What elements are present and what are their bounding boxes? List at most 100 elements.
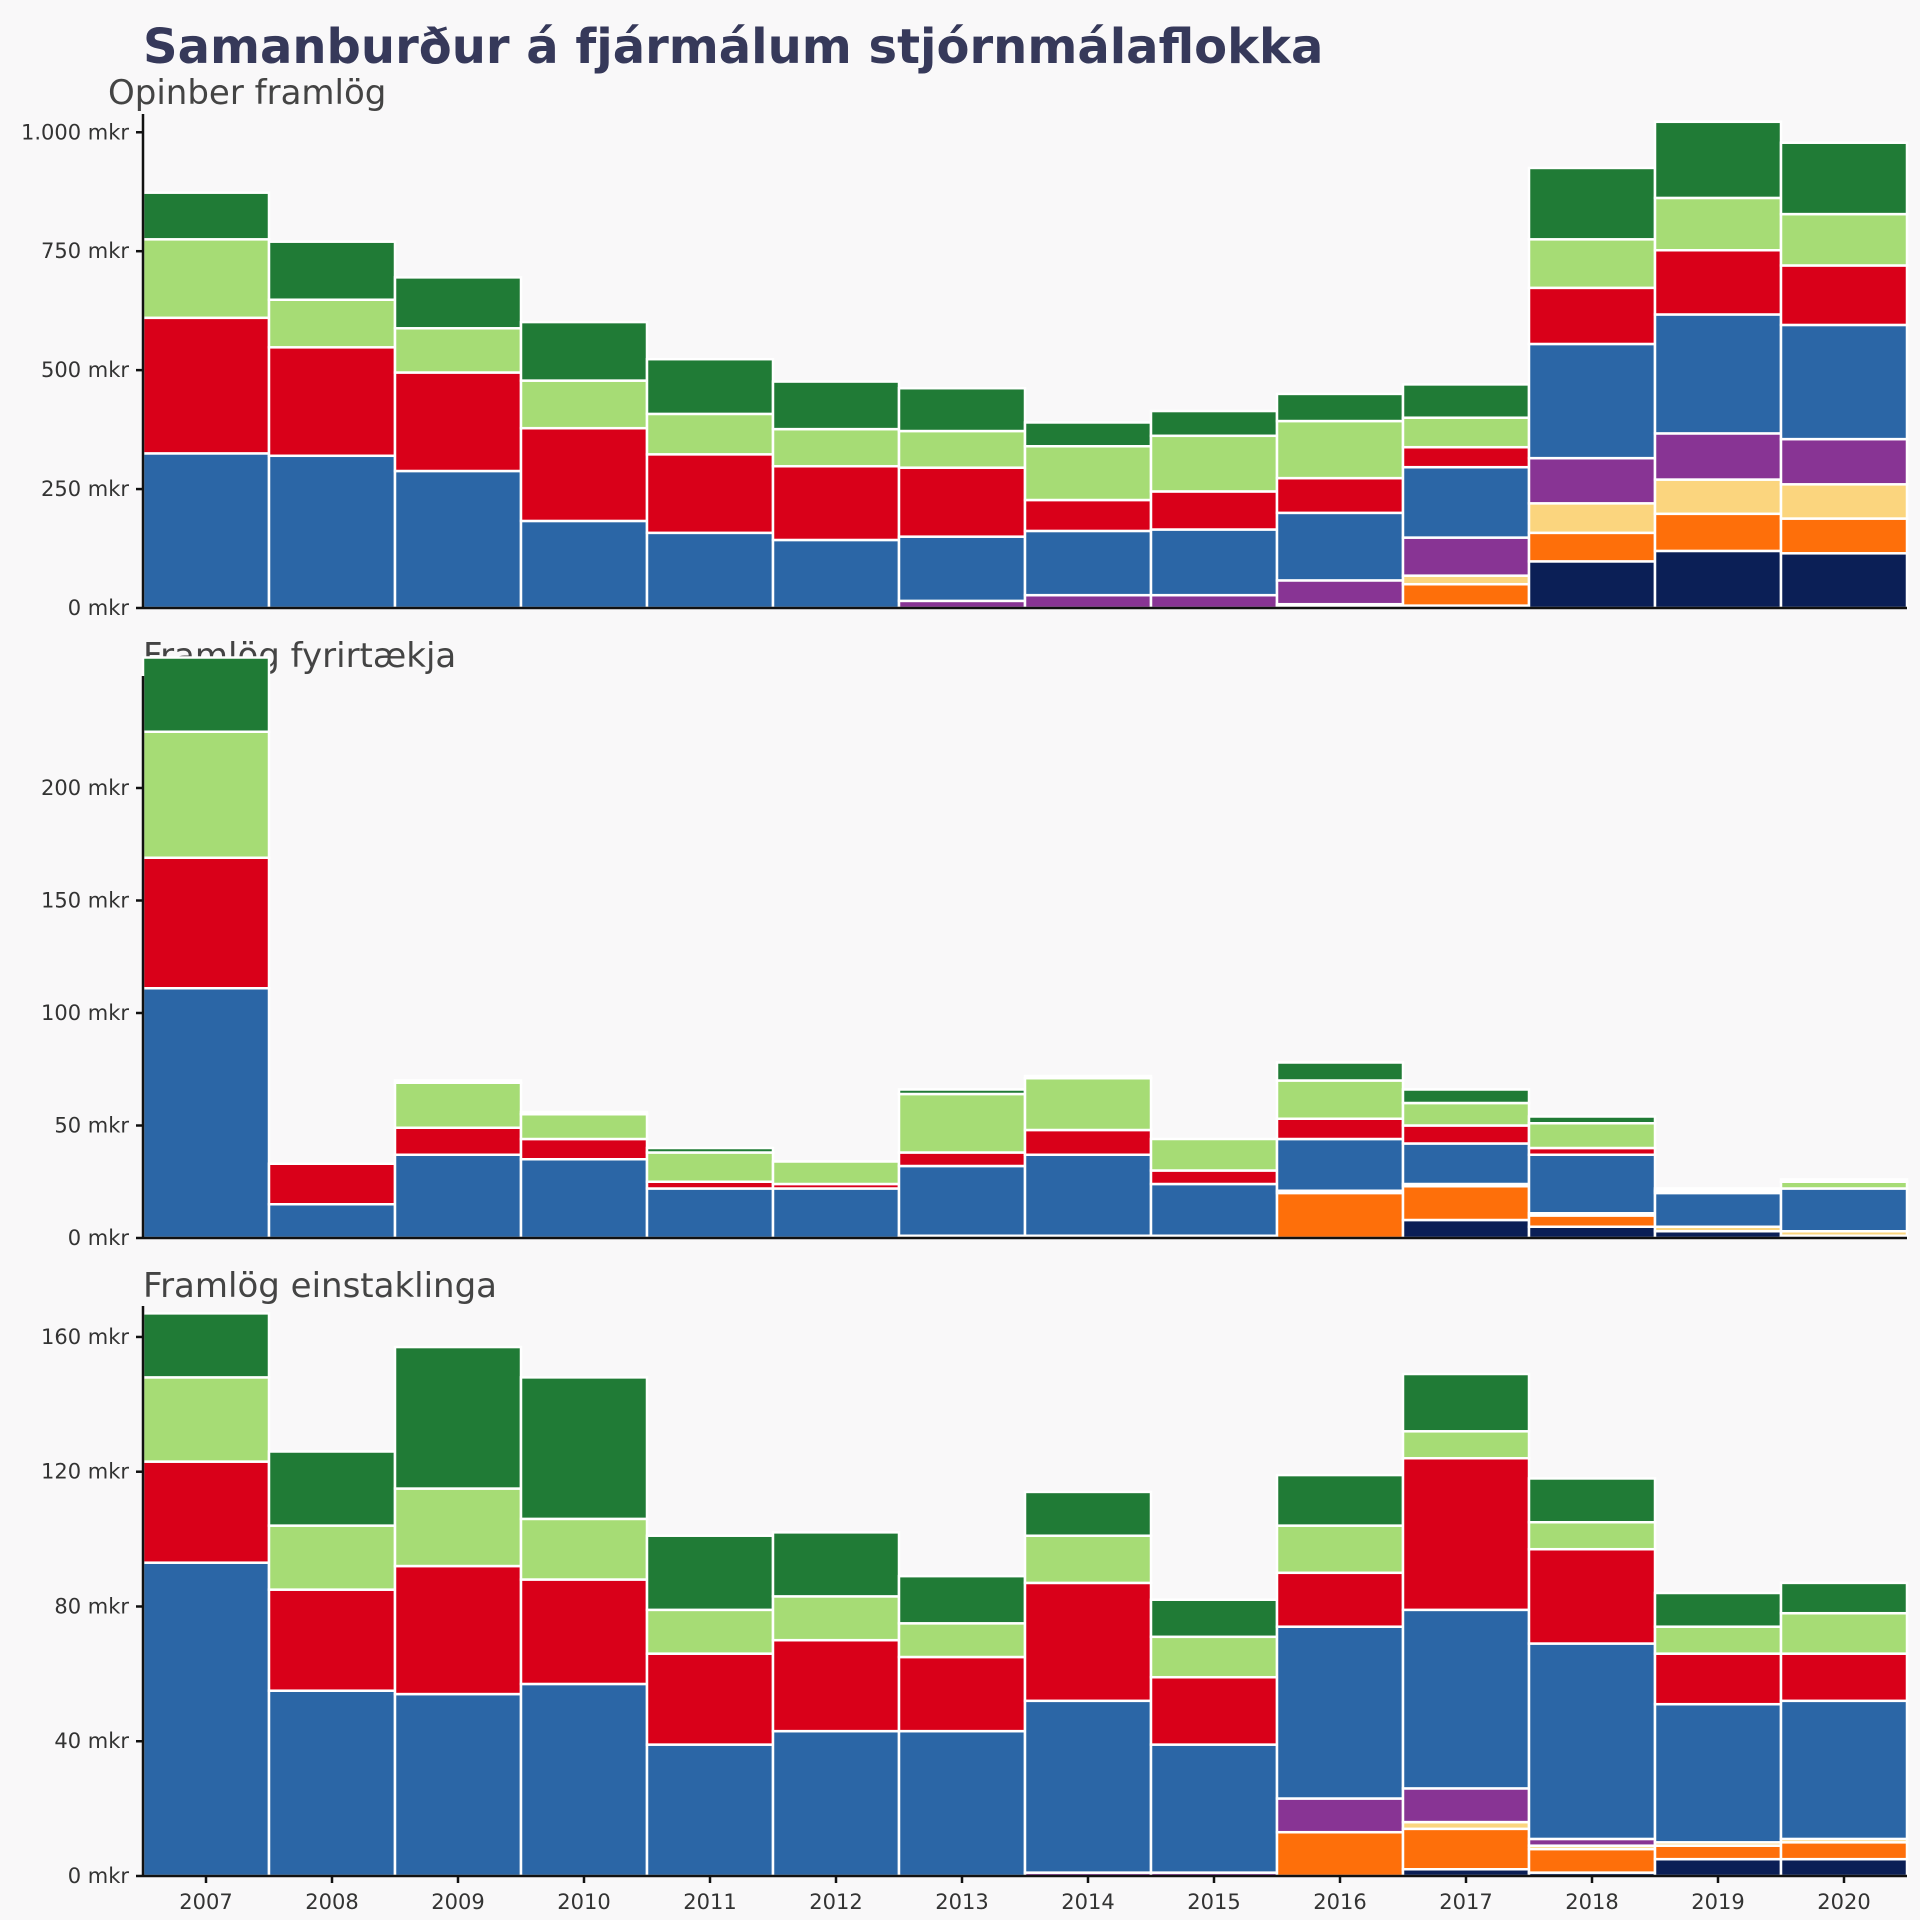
bar-segment	[1401, 383, 1531, 419]
bar-segment	[393, 469, 523, 610]
bar-segment	[1275, 1137, 1405, 1192]
bar-segment	[1779, 1857, 1909, 1878]
panel-title: Framlög einstaklinga	[143, 1266, 497, 1306]
bar-segment	[519, 1113, 649, 1141]
bar-segment	[1401, 582, 1531, 607]
x-tick-label: 2015	[1187, 1890, 1240, 1914]
bar-segment	[1527, 1521, 1657, 1551]
bar-segment	[1401, 1124, 1531, 1145]
bar-segment	[1527, 456, 1657, 505]
bar-segment	[1779, 483, 1909, 520]
bar-segment	[1401, 416, 1531, 449]
x-tick-label: 2018	[1565, 1890, 1618, 1914]
bar-segment	[1149, 1635, 1279, 1679]
bar-segment	[141, 987, 271, 1240]
bar-segment	[771, 1595, 901, 1642]
bar-segment	[1653, 478, 1783, 516]
bar-segment	[1149, 1598, 1279, 1639]
bar-segment	[1149, 1182, 1279, 1237]
bar-segment	[519, 426, 649, 523]
bar-segment	[1023, 1699, 1153, 1874]
x-tick-label: 2013	[935, 1890, 988, 1914]
bar-segment	[645, 531, 775, 610]
bar-segment	[519, 379, 649, 430]
bar-segment	[645, 1151, 775, 1183]
bar-segment	[1023, 1534, 1153, 1585]
y-tick-label: 500 mkr	[41, 358, 129, 382]
bar-segment	[897, 1088, 1027, 1096]
bar-segment	[1779, 1699, 1909, 1841]
bar-segment	[897, 386, 1027, 433]
y-tick-label: 80 mkr	[54, 1594, 129, 1618]
bar-segment	[771, 1187, 901, 1240]
bar-segment	[771, 464, 901, 542]
bar-segment	[1401, 445, 1531, 469]
bar-segment	[393, 1126, 523, 1156]
bar-segment	[393, 1081, 523, 1129]
bar-segment	[1275, 579, 1405, 606]
bar-segment	[1779, 1187, 1909, 1233]
bar-segment	[1527, 342, 1657, 460]
bar-segment	[1275, 1524, 1405, 1575]
bar-segment	[1023, 498, 1153, 533]
bar-segment	[1401, 1456, 1531, 1612]
x-tick-label: 2011	[683, 1890, 736, 1914]
x-tick-label: 2020	[1817, 1890, 1870, 1914]
bar-segment	[267, 1450, 397, 1527]
bar-segment	[1653, 1187, 1783, 1192]
bar-segment	[519, 1110, 649, 1116]
bar-segment	[1401, 1430, 1531, 1460]
bar-segment	[267, 1588, 397, 1692]
bar-segment	[1401, 1787, 1531, 1824]
bar-segment	[897, 1574, 1027, 1625]
bar-segment	[1779, 264, 1909, 327]
x-tick-label: 2010	[557, 1890, 610, 1914]
bar-segment	[267, 1524, 397, 1591]
bar-segment	[267, 298, 397, 349]
bar-segment	[1275, 1117, 1405, 1141]
bar-segment	[1527, 1477, 1657, 1524]
bar-segment	[1653, 1625, 1783, 1655]
y-tick-label: 0 mkr	[68, 596, 130, 620]
bar-segment	[771, 538, 901, 610]
bar-segment	[1527, 166, 1657, 241]
bar-segment	[393, 327, 523, 374]
bar-segment	[645, 1652, 775, 1746]
bar-segment	[1527, 1153, 1657, 1215]
bar-segment	[1653, 1844, 1783, 1861]
bar-segment	[1527, 531, 1657, 563]
bar-segment	[393, 371, 523, 473]
bar-segment	[1401, 574, 1531, 586]
bar-segment	[1527, 238, 1657, 290]
bar-segment	[771, 1638, 901, 1733]
bar-segment	[1527, 560, 1657, 610]
bar-segment	[1779, 1652, 1909, 1703]
bar-segment	[1527, 1122, 1657, 1150]
bar-segment	[267, 1203, 397, 1240]
y-tick-label: 50 mkr	[54, 1114, 129, 1138]
x-tick-label: 2019	[1691, 1890, 1744, 1914]
bar-segment	[1023, 1074, 1153, 1080]
bar-segment	[267, 454, 397, 610]
y-tick-label: 750 mkr	[41, 239, 129, 263]
bar-segment	[1527, 1847, 1657, 1874]
bar-segment	[393, 1692, 523, 1878]
bar-segment	[1653, 512, 1783, 553]
bar-segment	[393, 1564, 523, 1696]
bar-segment	[1401, 1218, 1531, 1240]
bar-segment	[1149, 1169, 1279, 1186]
bar-segment	[1149, 1743, 1279, 1874]
bar-segment	[1653, 1652, 1783, 1706]
bar-segment	[645, 453, 775, 535]
bar-segment	[141, 316, 271, 455]
bar-segment	[1149, 1675, 1279, 1746]
bar-segment	[1401, 1185, 1531, 1222]
bar-segment	[1023, 445, 1153, 502]
bar-segment	[1401, 1142, 1531, 1186]
bar-segment	[1779, 1841, 1909, 1861]
bar-segment	[897, 1092, 1027, 1154]
bar-segment	[645, 1743, 775, 1878]
